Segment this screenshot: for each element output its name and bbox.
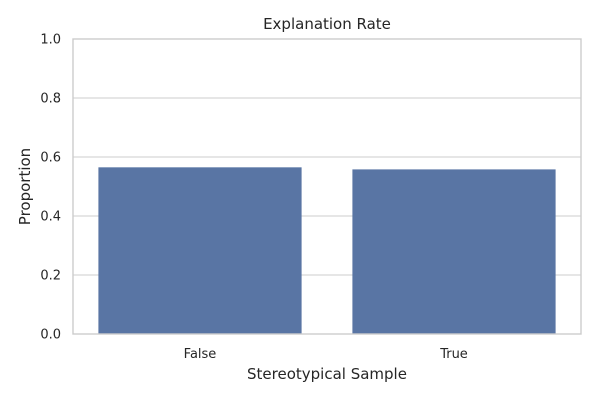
y-tick-label: 0.0 [40, 328, 61, 343]
y-axis-label: Proportion [16, 148, 34, 225]
y-tick-label: 0.8 [40, 92, 61, 107]
x-tick-label: False [184, 347, 217, 362]
y-tick-label: 0.4 [40, 210, 61, 225]
bars [98, 167, 556, 334]
x-axis-label: Stereotypical Sample [247, 365, 407, 383]
x-tick-label: True [439, 347, 468, 362]
y-tick-labels: 0.0 0.2 0.4 0.6 0.8 1.0 [40, 33, 61, 343]
plot-frame [72, 38, 582, 335]
y-tick-label: 0.6 [40, 151, 61, 166]
x-tick-labels: False True [184, 347, 468, 362]
y-tick-label: 1.0 [40, 33, 61, 48]
y-tick-label: 0.2 [40, 269, 61, 284]
chart-title: Explanation Rate [263, 15, 391, 33]
bar-true [352, 169, 556, 334]
bar-false [98, 167, 302, 334]
